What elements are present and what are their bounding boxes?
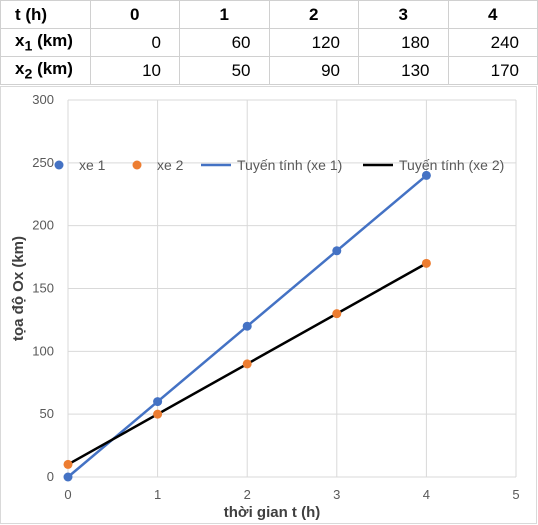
header-cell: 1 — [179, 0, 270, 29]
data-point — [332, 309, 342, 319]
table-cell: 0 — [89, 28, 180, 57]
table-cell: 60 — [179, 28, 270, 57]
row-label-main: x — [15, 30, 25, 50]
table-cell: 90 — [268, 56, 359, 85]
legend-marker — [54, 160, 64, 170]
y-tick-label: 250 — [32, 155, 54, 170]
y-tick-label: 200 — [32, 218, 54, 233]
x-tick-label: 0 — [64, 487, 71, 502]
header-cell: 3 — [358, 0, 449, 29]
legend-marker — [132, 160, 142, 170]
legend-label: Tuyến tính (xe 2) — [399, 157, 504, 173]
table-row-x2: x2 (km) 10 50 90 130 170 — [0, 56, 538, 85]
table-row-x1: x1 (km) 0 60 120 180 240 — [0, 28, 538, 57]
row-label-sub: 1 — [24, 38, 33, 55]
x-tick-label: 1 — [154, 487, 161, 502]
table-cell: 170 — [447, 56, 538, 85]
x-tick-label: 2 — [244, 487, 251, 502]
header-cell: 4 — [447, 0, 538, 29]
header-cell-t: t (h) — [0, 0, 91, 29]
legend-label: xe 1 — [79, 157, 106, 173]
table-cell: 240 — [447, 28, 538, 57]
data-point — [63, 472, 73, 482]
legend-label: Tuyến tính (xe 1) — [237, 157, 342, 173]
row-label-main: x — [15, 58, 25, 78]
row-label-x2: x2 (km) — [0, 56, 91, 85]
header-cell: 2 — [268, 0, 359, 29]
legend-label: xe 2 — [157, 157, 184, 173]
data-table: t (h) 0 1 2 3 4 x1 (km) 0 60 120 180 240… — [0, 0, 538, 85]
data-point — [63, 459, 73, 469]
data-points — [63, 170, 431, 482]
table-header-row: t (h) 0 1 2 3 4 — [0, 0, 538, 29]
y-axis-title: tọa độ Ox (km) — [10, 236, 27, 341]
y-tick-label: 0 — [47, 469, 54, 484]
gridlines — [67, 99, 517, 478]
table-cell: 50 — [179, 56, 270, 85]
table-cell: 120 — [268, 28, 359, 57]
legend: xe 1 xe 2 Tuyến tính (xe 1) Tuyến tính (xe … — [54, 157, 504, 173]
table-cell: 10 — [89, 56, 180, 85]
y-tick-label: 50 — [40, 406, 54, 421]
header-cell: 0 — [89, 0, 180, 29]
x-axis-title: thời gian t (h) — [224, 504, 320, 521]
data-point — [153, 409, 163, 419]
x-tick-label: 3 — [333, 487, 340, 502]
row-label-sub: 2 — [24, 66, 33, 83]
data-point — [421, 170, 431, 180]
row-label-unit: (km) — [32, 58, 73, 78]
table-cell: 130 — [358, 56, 449, 85]
table-cell: 180 — [358, 28, 449, 57]
data-point — [153, 397, 163, 407]
y-tick-label: 150 — [32, 281, 54, 296]
y-tick-label: 300 — [32, 92, 54, 107]
row-label-x1: x1 (km) — [0, 28, 91, 57]
data-point — [242, 359, 252, 369]
y-tick-label: 100 — [32, 343, 54, 358]
x-tick-label: 5 — [512, 487, 519, 502]
data-point — [421, 258, 431, 268]
data-point — [332, 246, 342, 256]
data-point — [242, 321, 252, 331]
row-label-unit: (km) — [32, 30, 73, 50]
chart-area: 0 1 2 3 4 5 0 50 100 150 200 250 300 xe 1 xe 2 Tuyến t… — [0, 86, 537, 524]
x-tick-label: 4 — [423, 487, 430, 502]
